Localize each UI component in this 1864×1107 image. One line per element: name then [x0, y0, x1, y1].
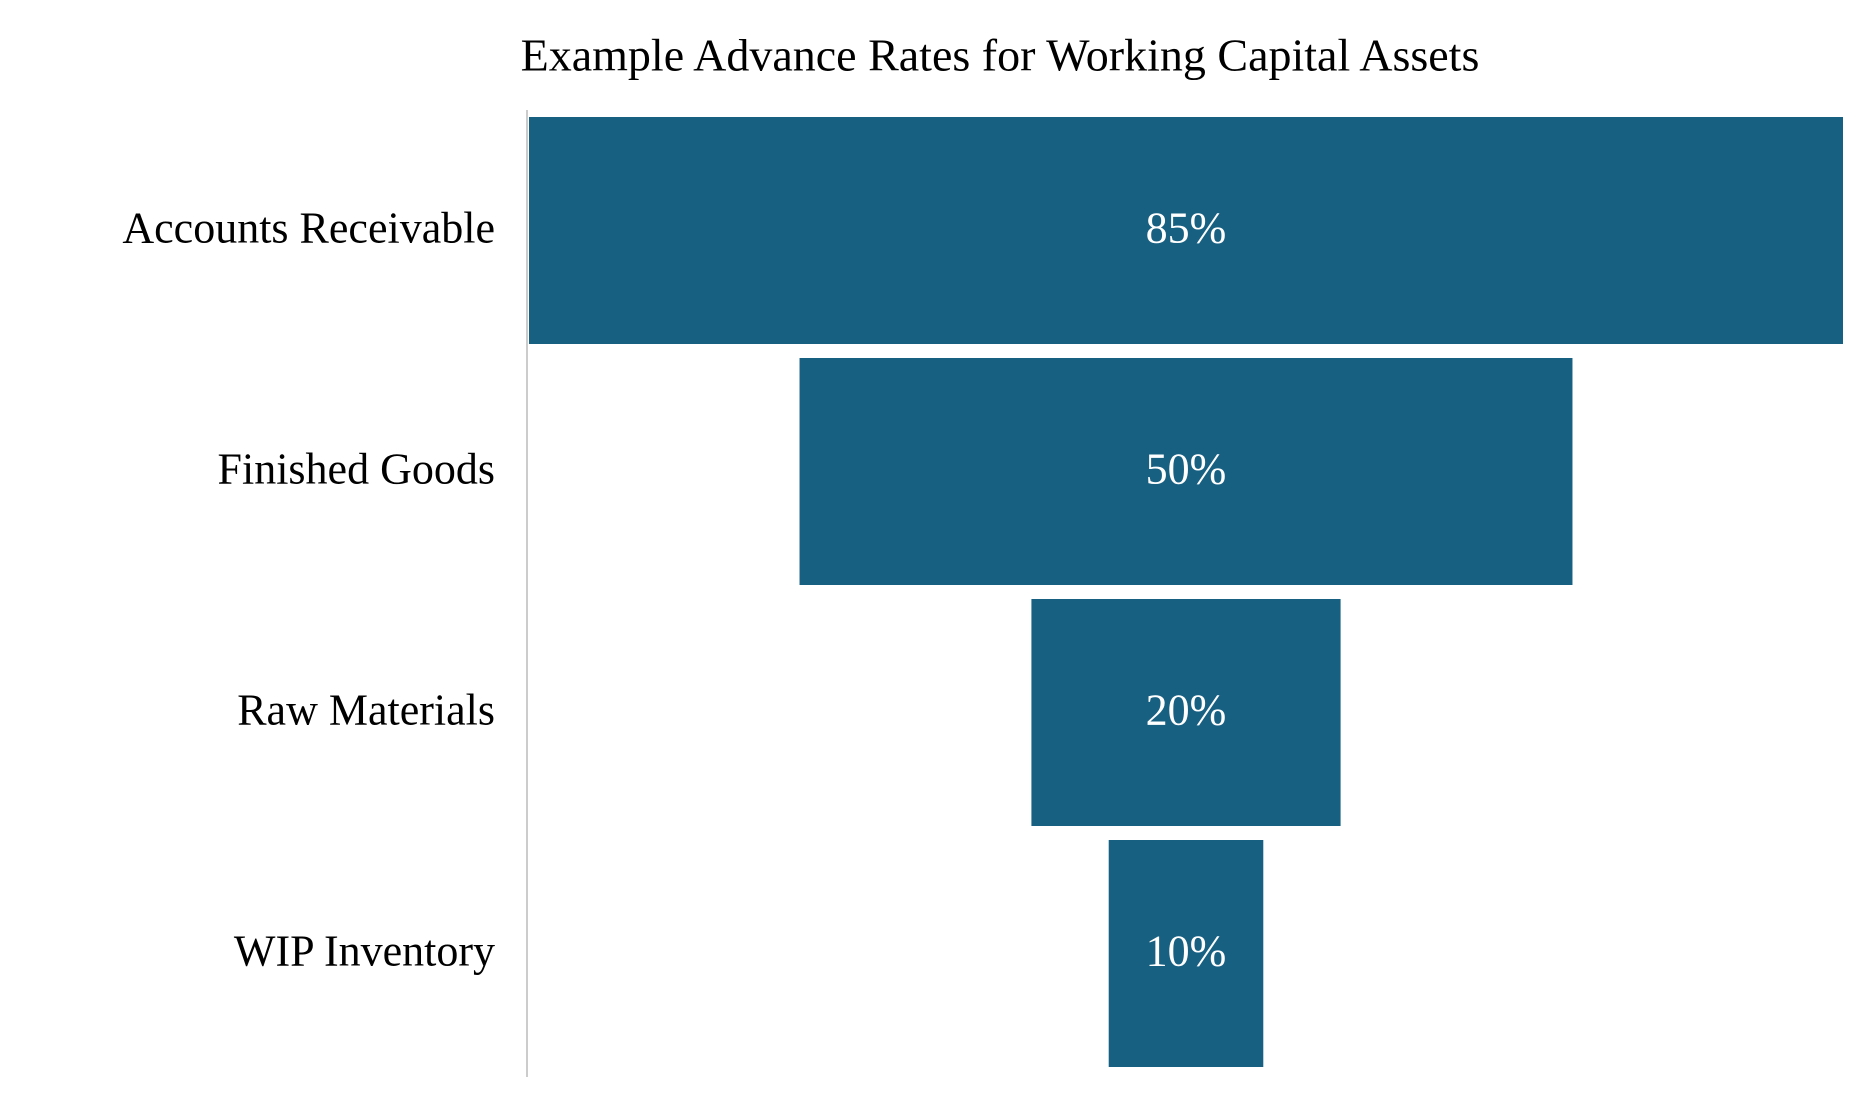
funnel-bar: [1108, 840, 1264, 1067]
category-label: Raw Materials: [237, 686, 495, 735]
category-label: WIP Inventory: [234, 927, 495, 976]
funnel-bar: [799, 358, 1573, 585]
chart-title: Example Advance Rates for Working Capita…: [521, 30, 1480, 81]
category-label: Accounts Receivable: [122, 204, 495, 253]
data-label: 50%: [1146, 445, 1227, 494]
funnel-bar: [1031, 599, 1341, 826]
data-label: 85%: [1146, 204, 1227, 253]
data-label: 20%: [1146, 686, 1227, 735]
data-label: 10%: [1146, 927, 1227, 976]
category-label: Finished Goods: [218, 445, 495, 494]
funnel-bar: [529, 117, 1843, 344]
